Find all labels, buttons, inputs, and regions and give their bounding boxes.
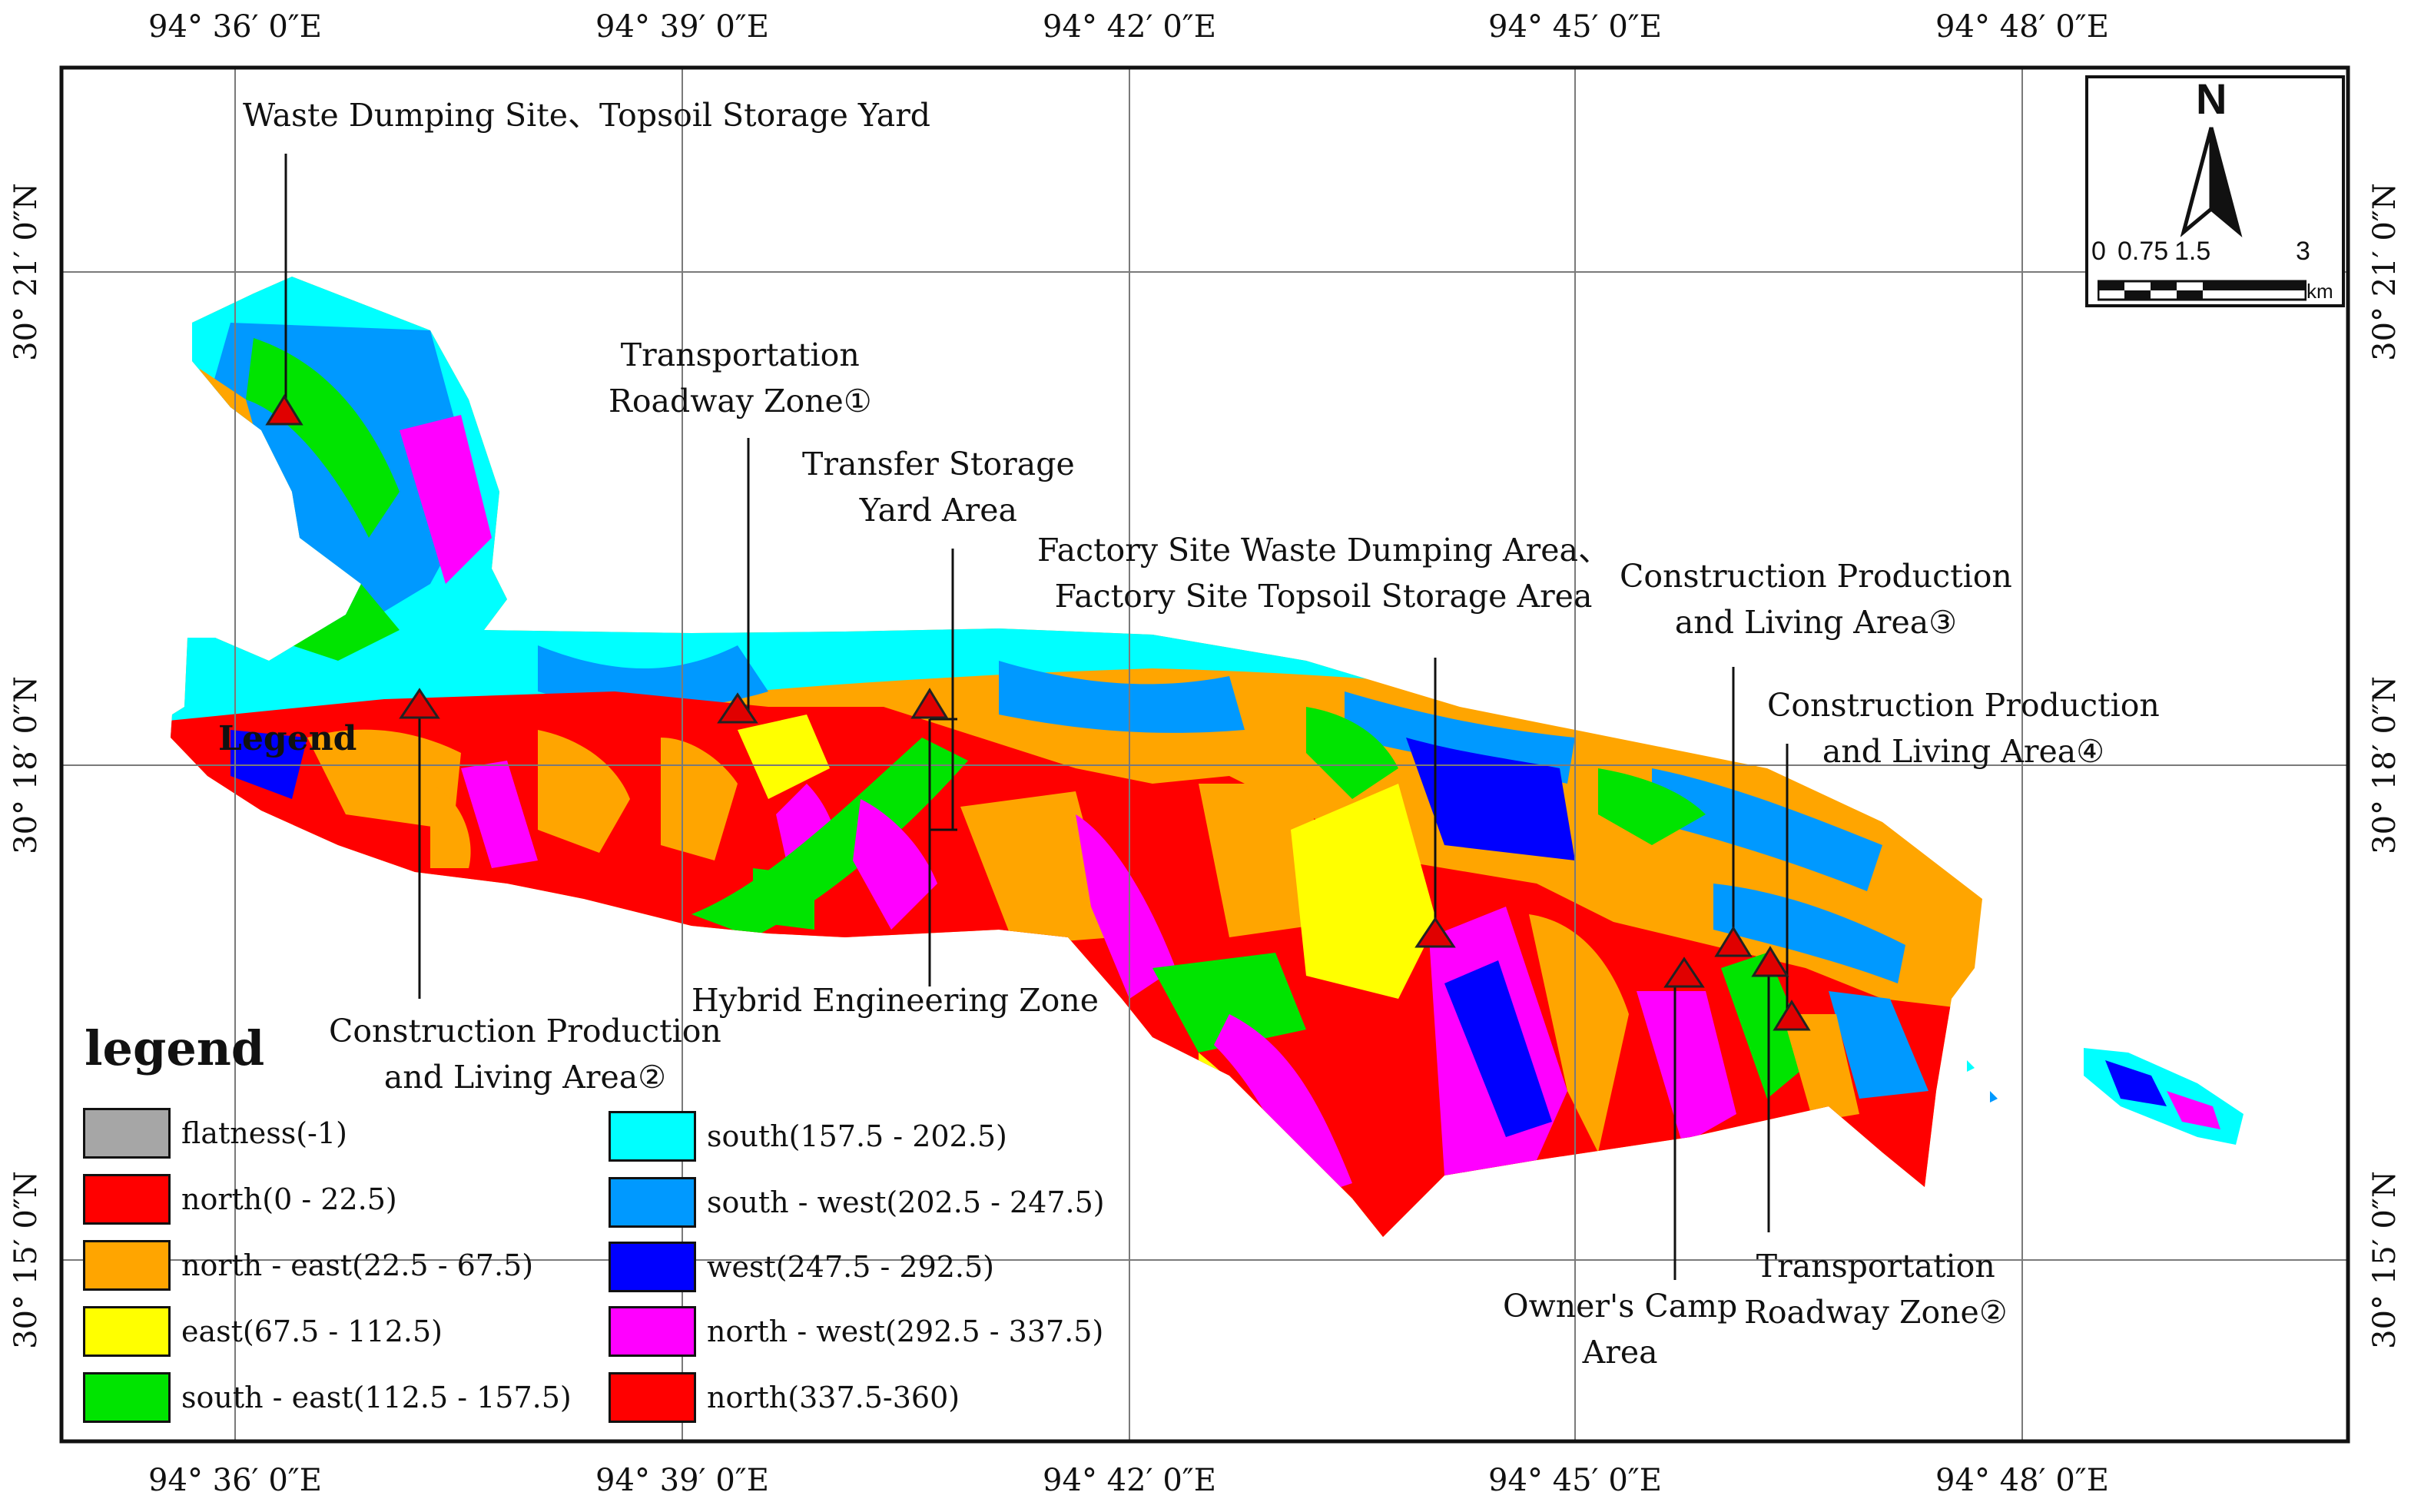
north-arrow-scale-box: N 0 0.75 1.5 3 km bbox=[2085, 75, 2345, 307]
label-line: Waste Dumping Site、Topsoil Storage Yard bbox=[243, 97, 931, 134]
label-construction-production-2: Construction Production and Living Area② bbox=[329, 1008, 721, 1100]
site-marker bbox=[910, 688, 949, 719]
legend-label: south - east(112.5 - 157.5) bbox=[181, 1381, 572, 1414]
latitude-label-left: 30° 18′ 0″N bbox=[8, 676, 44, 854]
legend-item: south - west(202.5 - 247.5) bbox=[609, 1175, 1105, 1229]
label-line: Hybrid Engineering Zone bbox=[691, 982, 1099, 1019]
label-line: and Living Area③ bbox=[1674, 604, 1957, 641]
map-inline-legend-text: Legend bbox=[218, 719, 357, 758]
legend-swatch bbox=[609, 1242, 696, 1292]
leader-lines bbox=[284, 154, 1789, 1280]
site-marker bbox=[265, 394, 303, 426]
label-line: Factory Site Topsoil Storage Area bbox=[1054, 578, 1593, 615]
legend-swatch bbox=[609, 1306, 696, 1357]
label-line: Factory Site Waste Dumping Area、 bbox=[1037, 532, 1610, 569]
legend-swatch bbox=[83, 1108, 171, 1159]
north-arrow-icon bbox=[2181, 127, 2243, 237]
legend-swatch bbox=[609, 1111, 696, 1162]
legend-label: north(337.5-360) bbox=[707, 1381, 960, 1414]
scale-unit: km bbox=[2307, 280, 2333, 303]
label-factory-site-waste-dumping: Factory Site Waste Dumping Area、 Factory… bbox=[1037, 527, 1610, 619]
scale-number: 1.5 bbox=[2174, 237, 2211, 266]
legend-label: south - west(202.5 - 247.5) bbox=[707, 1185, 1105, 1219]
map-frame bbox=[59, 65, 2350, 1444]
latitude-label-left: 30° 15′ 0″N bbox=[8, 1171, 44, 1349]
site-marker bbox=[1663, 957, 1705, 988]
label-hybrid-engineering-zone: Hybrid Engineering Zone bbox=[691, 977, 1099, 1023]
site-marker bbox=[1714, 926, 1753, 957]
label-construction-production-3: Construction Production and Living Area③ bbox=[1620, 553, 2012, 645]
legend-swatch bbox=[83, 1240, 171, 1291]
scale-bar bbox=[2098, 280, 2307, 301]
longitude-label-bottom: 94° 48′ 0″E bbox=[1935, 1463, 2109, 1498]
label-transportation-roadway-zone-2: Transportation Roadway Zone② bbox=[1744, 1243, 2008, 1335]
north-letter: N bbox=[2196, 75, 2227, 123]
scale-number: 3 bbox=[2296, 237, 2310, 266]
legend-item: north - east(22.5 - 67.5) bbox=[83, 1238, 533, 1292]
latitude-label-right: 30° 18′ 0″N bbox=[2367, 676, 2403, 854]
scale-number: 0.75 bbox=[2118, 237, 2169, 266]
label-line: and Living Area④ bbox=[1822, 733, 2104, 770]
legend-item: north(0 - 22.5) bbox=[83, 1172, 397, 1226]
label-waste-dumping-site: Waste Dumping Site、Topsoil Storage Yard bbox=[243, 92, 930, 138]
label-line: Transportation bbox=[620, 337, 860, 373]
label-line: Construction Production bbox=[1620, 558, 2012, 595]
legend-swatch bbox=[609, 1372, 696, 1423]
latitude-label-left: 30° 21′ 0″N bbox=[8, 183, 44, 361]
label-construction-production-4: Construction Production and Living Area④ bbox=[1767, 682, 2160, 774]
label-line: Transfer Storage bbox=[802, 446, 1075, 482]
site-marker bbox=[1751, 946, 1789, 977]
legend-label: north - east(22.5 - 67.5) bbox=[181, 1248, 534, 1282]
legend-item: west(247.5 - 292.5) bbox=[609, 1240, 994, 1294]
legend-swatch bbox=[609, 1177, 696, 1228]
legend-label: west(247.5 - 292.5) bbox=[707, 1250, 995, 1284]
label-line: Yard Area bbox=[859, 492, 1017, 529]
legend-label: north - west(292.5 - 337.5) bbox=[707, 1315, 1104, 1348]
label-line: Area bbox=[1582, 1334, 1658, 1371]
label-line: Construction Production bbox=[329, 1013, 721, 1049]
legend-title: legend bbox=[85, 1020, 265, 1076]
legend-label: flatness(-1) bbox=[181, 1116, 347, 1150]
label-line: Transportation bbox=[1756, 1248, 1995, 1285]
longitude-label-bottom: 94° 45′ 0″E bbox=[1488, 1463, 1662, 1498]
longitude-label-top: 94° 39′ 0″E bbox=[595, 9, 769, 45]
site-marker bbox=[1414, 917, 1456, 948]
legend-swatch bbox=[83, 1174, 171, 1225]
latitude-label-right: 30° 15′ 0″N bbox=[2367, 1171, 2403, 1349]
longitude-label-top: 94° 48′ 0″E bbox=[1935, 9, 2109, 45]
site-marker bbox=[1773, 1000, 1811, 1031]
legend-item: flatness(-1) bbox=[83, 1106, 347, 1160]
longitude-label-bottom: 94° 36′ 0″E bbox=[148, 1463, 322, 1498]
label-transfer-storage-yard: Transfer Storage Yard Area bbox=[802, 441, 1075, 533]
site-marker bbox=[717, 692, 758, 724]
site-markers bbox=[265, 394, 1811, 1031]
label-line: Roadway Zone① bbox=[609, 383, 872, 419]
legend-swatch bbox=[83, 1306, 171, 1357]
legend-swatch bbox=[83, 1372, 171, 1423]
legend-item: east(67.5 - 112.5) bbox=[83, 1305, 443, 1358]
legend-label: east(67.5 - 112.5) bbox=[181, 1315, 443, 1348]
legend-label: south(157.5 - 202.5) bbox=[707, 1119, 1007, 1153]
legend-label: north(0 - 22.5) bbox=[181, 1182, 397, 1216]
longitude-label-bottom: 94° 42′ 0″E bbox=[1043, 1463, 1216, 1498]
label-line: Construction Production bbox=[1767, 687, 2160, 724]
longitude-label-top: 94° 36′ 0″E bbox=[148, 9, 322, 45]
legend-item: north - west(292.5 - 337.5) bbox=[609, 1305, 1103, 1358]
scale-number: 0 bbox=[2091, 237, 2106, 266]
longitude-label-bottom: 94° 39′ 0″E bbox=[595, 1463, 769, 1498]
longitude-label-top: 94° 42′ 0″E bbox=[1043, 9, 1216, 45]
graticule bbox=[61, 68, 2348, 1441]
site-marker bbox=[399, 688, 440, 719]
label-line: Roadway Zone② bbox=[1744, 1294, 2008, 1331]
label-owners-camp-area: Owner's Camp Area bbox=[1503, 1283, 1737, 1375]
label-line: and Living Area② bbox=[383, 1059, 666, 1096]
label-line: Owner's Camp bbox=[1503, 1288, 1738, 1325]
legend-item: south(157.5 - 202.5) bbox=[609, 1109, 1007, 1163]
legend-item: south - east(112.5 - 157.5) bbox=[83, 1371, 572, 1424]
label-transportation-roadway-zone-1: Transportation Roadway Zone① bbox=[609, 332, 872, 424]
latitude-label-right: 30° 21′ 0″N bbox=[2367, 183, 2403, 361]
longitude-label-top: 94° 45′ 0″E bbox=[1488, 9, 1662, 45]
legend-item: north(337.5-360) bbox=[609, 1371, 960, 1424]
